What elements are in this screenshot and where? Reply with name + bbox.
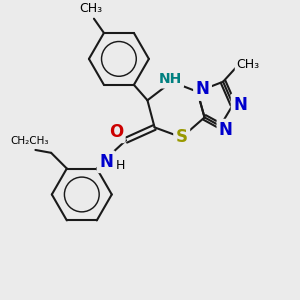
Text: N: N [233, 96, 247, 114]
Text: S: S [176, 128, 188, 146]
Text: CH₂CH₃: CH₂CH₃ [11, 136, 49, 146]
Text: N: N [219, 121, 233, 139]
Text: NH: NH [159, 72, 182, 86]
Text: O: O [109, 123, 123, 141]
Text: CH₃: CH₃ [237, 58, 260, 71]
Text: N: N [99, 153, 113, 171]
Text: CH₃: CH₃ [80, 2, 103, 15]
Text: H: H [116, 159, 125, 172]
Text: N: N [196, 80, 209, 98]
